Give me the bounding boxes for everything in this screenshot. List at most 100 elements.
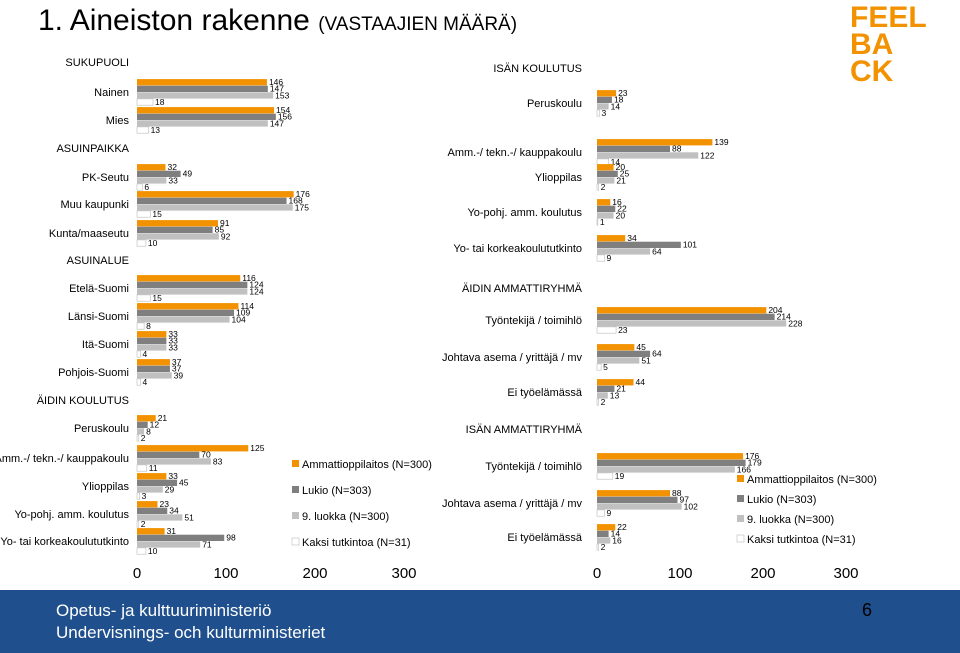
- category-label-0-3-0: Peruskoulu: [74, 423, 129, 435]
- value-label-1-2-2-0: 22: [617, 522, 627, 532]
- value-label-0-3-0-2: 8: [146, 426, 151, 436]
- bar-1-0-3-1: [597, 205, 616, 212]
- value-label-1-0-0-2: 14: [611, 101, 621, 111]
- value-label-0-2-2-2: 33: [168, 342, 178, 352]
- value-label-1-2-0-3: 19: [615, 471, 625, 481]
- bar-1-0-4-3: [596, 254, 605, 262]
- bar-1-0-0-2: [597, 103, 609, 110]
- value-label-0-3-2-0: 33: [168, 471, 178, 481]
- value-label-0-2-2-1: 33: [168, 336, 178, 346]
- value-label-0-3-3-0: 23: [159, 499, 169, 509]
- value-label-0-3-1-2: 83: [213, 456, 223, 466]
- value-label-0-3-2-2: 29: [165, 484, 175, 494]
- category-label-0-3-3: Yo-pohj. amm. koulutus: [14, 509, 129, 521]
- legend-swatch-0-2: [292, 512, 299, 519]
- value-label-0-1-2-2: 92: [221, 231, 231, 241]
- value-label-1-0-3-1: 22: [617, 204, 627, 214]
- bar-1-1-2-1: [597, 385, 615, 392]
- value-label-0-1-2-3: 10: [148, 238, 158, 248]
- bar-0-3-4-1: [137, 534, 225, 541]
- bar-0-1-2-1: [137, 226, 213, 233]
- value-label-0-3-1-0: 125: [250, 443, 264, 453]
- bar-1-0-0-3: [596, 109, 600, 117]
- legend-swatch-0-1: [292, 486, 299, 493]
- value-label-1-2-0-1: 179: [748, 458, 762, 468]
- bar-0-3-4-0: [137, 528, 165, 535]
- category-label-0-2-1: Länsi-Suomi: [68, 311, 129, 323]
- value-label-1-0-2-0: 20: [616, 162, 626, 172]
- category-label-1-2-1: Johtava asema / yrittäjä / mv: [442, 498, 582, 510]
- value-label-0-3-1-3: 11: [149, 463, 158, 473]
- value-label-1-2-0-0: 176: [745, 451, 759, 461]
- category-label-1-1-0: Työntekijä / toimihlö: [485, 315, 582, 327]
- bar-0-3-1-1: [137, 451, 200, 458]
- value-label-0-1-0-2: 33: [168, 175, 178, 185]
- bar-1-2-2-3: [596, 543, 599, 551]
- value-label-1-2-1-3: 9: [606, 508, 611, 518]
- value-label-1-0-3-0: 16: [612, 197, 622, 207]
- bar-0-3-1-2: [137, 458, 211, 465]
- bar-1-0-0-0: [597, 90, 617, 97]
- x-tick-1-0: 0: [593, 565, 601, 582]
- logo-line-1: FEEL: [850, 1, 927, 34]
- legend-label-0-1: Lukio (N=303): [302, 485, 371, 497]
- bar-0-1-2-3: [136, 239, 147, 247]
- value-label-1-1-1-3: 5: [603, 362, 608, 372]
- bar-1-1-1-0: [597, 344, 635, 351]
- bar-1-1-0-2: [597, 320, 787, 327]
- value-label-1-1-2-2: 13: [610, 390, 620, 400]
- category-label-0-3-2: Ylioppilas: [82, 481, 130, 493]
- value-label-1-1-2-1: 21: [616, 384, 626, 394]
- value-label-0-0-0-0: 146: [269, 77, 283, 87]
- bar-0-2-1-1: [137, 309, 235, 316]
- bar-0-2-2-1: [137, 337, 167, 344]
- bar-0-1-2-0: [137, 220, 218, 227]
- legend-swatch-1-3: [736, 534, 745, 543]
- value-label-1-1-2-0: 44: [636, 377, 646, 387]
- category-label-0-0-1: Mies: [106, 115, 130, 127]
- bar-0-0-0-3: [136, 98, 154, 106]
- bar-1-0-1-1: [597, 145, 671, 152]
- bar-1-2-0-2: [597, 466, 735, 473]
- x-tick-1-1: 100: [667, 565, 692, 582]
- bar-1-2-1-0: [597, 490, 671, 497]
- x-tick-0-1: 100: [213, 565, 238, 582]
- value-label-0-2-1-3: 8: [146, 321, 151, 331]
- bar-1-2-0-3: [596, 472, 614, 480]
- category-label-0-1-0: PK-Seutu: [82, 172, 129, 184]
- value-label-1-2-0-2: 166: [737, 464, 751, 474]
- bar-0-0-1-0: [137, 107, 275, 114]
- category-label-1-0-1: Amm.-/ tekn.-/ kauppakoulu: [447, 147, 582, 159]
- bar-1-0-2-3: [596, 183, 599, 191]
- bar-0-2-0-2: [137, 288, 248, 295]
- value-label-1-2-1-0: 88: [672, 488, 682, 498]
- footer-ministry-fi: Opetus- ja kulttuuriministeriö: [56, 601, 272, 620]
- value-label-0-2-2-3: 4: [143, 349, 148, 359]
- value-label-1-1-1-1: 64: [652, 349, 662, 359]
- value-label-1-2-2-1: 14: [611, 529, 621, 539]
- legend-swatch-1-1: [737, 495, 744, 502]
- value-label-1-0-0-1: 18: [614, 95, 624, 105]
- value-label-1-0-4-3: 9: [606, 253, 611, 263]
- category-label-0-2-0: Etelä-Suomi: [69, 283, 129, 295]
- value-label-0-2-0-0: 116: [242, 273, 256, 283]
- slide-title-main: 1. Aineiston rakenne: [38, 4, 310, 37]
- bar-0-2-3-1: [137, 365, 170, 372]
- legend-label-1-3: Kaksi tutkintoa (N=31): [747, 534, 856, 546]
- footer-ministry-sv: Undervisnings- och kulturministeriet: [56, 623, 326, 642]
- value-label-1-0-4-2: 64: [652, 246, 662, 256]
- bar-0-1-2-2: [137, 233, 219, 240]
- bar-1-1-1-3: [596, 363, 602, 371]
- value-label-0-1-1-0: 176: [296, 189, 310, 199]
- bar-0-2-3-3: [136, 378, 141, 386]
- legend-label-0-3: Kaksi tutkintoa (N=31): [302, 537, 411, 549]
- x-tick-1-3: 300: [833, 565, 858, 582]
- bar-0-0-1-1: [137, 113, 276, 120]
- bar-0-1-1-1: [137, 197, 287, 204]
- value-label-0-1-0-0: 32: [167, 162, 177, 172]
- bar-0-0-1-3: [136, 126, 149, 134]
- bar-0-2-0-3: [136, 294, 151, 302]
- bar-0-2-2-3: [136, 350, 141, 358]
- bar-1-2-1-1: [597, 496, 678, 503]
- bar-0-0-0-2: [137, 92, 274, 99]
